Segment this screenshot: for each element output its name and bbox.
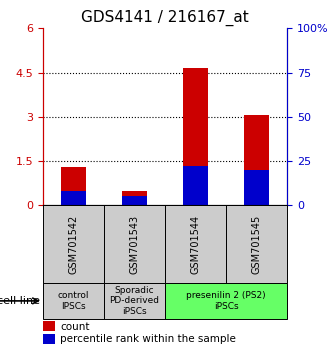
Bar [165,283,287,319]
Text: GSM701544: GSM701544 [190,215,201,274]
Bar [183,68,208,205]
Text: Sporadic
PD-derived
iPSCs: Sporadic PD-derived iPSCs [110,286,159,316]
Bar [43,205,104,283]
Bar [104,205,165,283]
Bar [43,334,55,344]
Text: count: count [60,321,89,332]
Bar [244,170,269,205]
Bar [244,115,269,205]
Bar [43,321,55,331]
Bar [43,283,104,319]
Bar [226,205,287,283]
Text: presenilin 2 (PS2)
iPSCs: presenilin 2 (PS2) iPSCs [186,291,266,310]
Title: GDS4141 / 216167_at: GDS4141 / 216167_at [81,9,249,25]
Bar [183,166,208,205]
Text: control
IPSCs: control IPSCs [58,291,89,310]
Text: percentile rank within the sample: percentile rank within the sample [60,334,236,344]
Text: GSM701543: GSM701543 [129,215,140,274]
Bar [165,205,226,283]
Text: GSM701542: GSM701542 [68,215,79,274]
Bar [104,283,165,319]
Bar [61,191,85,205]
Text: GSM701545: GSM701545 [251,215,262,274]
Text: cell line: cell line [0,296,40,306]
Bar [122,190,147,205]
Bar [61,167,85,205]
Bar [122,196,147,205]
